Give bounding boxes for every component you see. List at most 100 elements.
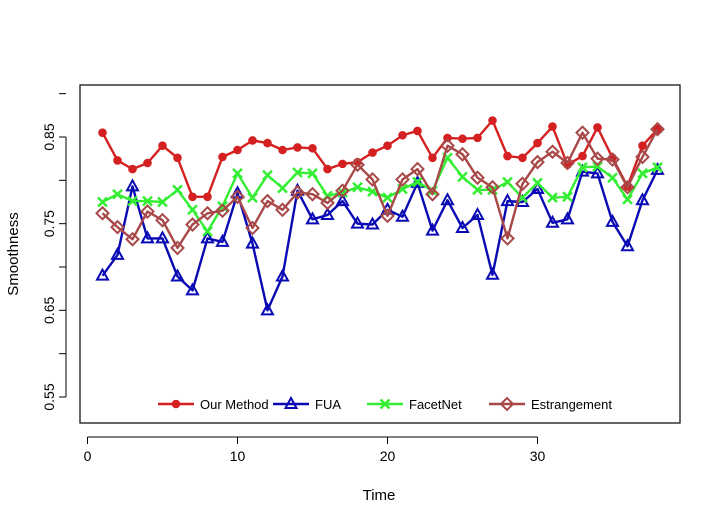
legend-item-estrangement: Estrangement xyxy=(489,396,612,412)
fua-point xyxy=(530,180,545,194)
estrangement-point xyxy=(290,185,305,200)
our-method-point xyxy=(98,128,107,137)
our-method-point xyxy=(458,134,467,144)
facetnet-point xyxy=(202,226,213,237)
our-method-point xyxy=(143,158,152,168)
fua-point xyxy=(395,208,410,222)
fua-point xyxy=(200,230,215,244)
our-method-point xyxy=(533,138,542,148)
fua-point xyxy=(605,213,620,227)
estrangement-point xyxy=(305,186,320,202)
our-method-point xyxy=(113,156,122,165)
our-method-point xyxy=(488,116,497,125)
fua-point xyxy=(260,302,275,316)
our-method-point xyxy=(293,143,302,152)
facetnet-point xyxy=(607,172,618,184)
legend-label: FUA xyxy=(315,397,341,412)
x-tick-label: 0 xyxy=(84,448,92,464)
our-method-point xyxy=(578,151,587,161)
estrangement-point xyxy=(440,138,455,154)
facetnet-point xyxy=(502,176,513,188)
y-tick-label: 0.65 xyxy=(41,296,57,323)
x-tick-label: 30 xyxy=(530,448,546,464)
estrangement-line xyxy=(101,128,659,250)
our-method-point xyxy=(473,133,482,143)
fua-point xyxy=(545,214,560,228)
facetnet-point xyxy=(337,187,348,198)
fua-point xyxy=(245,235,260,249)
our-method-point xyxy=(218,152,227,162)
facetnet-point xyxy=(232,168,243,179)
facetnet-point xyxy=(277,182,288,194)
estrangement-point xyxy=(245,220,260,236)
fua-point xyxy=(275,268,290,282)
y-tick-label: 0.75 xyxy=(41,210,57,237)
our-method-point xyxy=(503,151,512,161)
estrangement-point xyxy=(380,208,395,224)
our-method-point xyxy=(203,192,212,202)
legend: Our Method FUA FacetNet Estrangement xyxy=(158,395,612,412)
facetnet-point xyxy=(172,184,183,196)
estrangement-point xyxy=(530,154,545,170)
facetnet-point xyxy=(157,196,168,208)
our-method-point xyxy=(308,143,317,153)
facetnet-point xyxy=(457,171,468,183)
fua-point xyxy=(185,282,200,296)
our-method-point xyxy=(263,138,272,148)
plot-area-frame xyxy=(79,84,681,424)
estrangement-point xyxy=(545,144,560,160)
fua-point xyxy=(455,219,470,233)
fua-point xyxy=(95,267,110,281)
legend-marker xyxy=(283,395,299,409)
x-tick-label: 20 xyxy=(380,448,396,464)
our-method-point xyxy=(638,141,647,150)
estrangement-point xyxy=(365,172,380,187)
estrangement-point xyxy=(635,149,650,165)
series-layer xyxy=(95,116,665,316)
estrangement-point xyxy=(125,231,140,247)
facetnet-point xyxy=(577,161,588,173)
estrangement-point xyxy=(485,179,500,195)
fua-point xyxy=(425,222,440,236)
fua-point xyxy=(110,246,125,260)
axes: 0 10 20 30 0.55 0.65 0.75 0.85 xyxy=(41,93,546,464)
fua-point xyxy=(365,216,380,230)
estrangement-point xyxy=(395,172,410,187)
facetnet-point xyxy=(247,192,258,204)
our-method-point xyxy=(128,164,137,174)
our-method-point xyxy=(428,153,437,163)
fua-point xyxy=(470,206,485,220)
our-method-point xyxy=(188,192,197,202)
fua-point xyxy=(305,211,320,225)
facetnet-point xyxy=(622,194,633,205)
estrangement-point xyxy=(170,240,185,256)
our-method-point xyxy=(233,145,242,155)
estrangement-point xyxy=(650,121,665,137)
estrangement-point xyxy=(560,155,575,171)
fua-point xyxy=(155,230,170,244)
facetnet-point xyxy=(292,167,303,178)
facetnet-point xyxy=(412,176,423,188)
our-method-point xyxy=(248,136,257,145)
our-method-point xyxy=(338,159,347,169)
our-method-point xyxy=(593,123,602,132)
fua-point xyxy=(500,193,515,207)
fua-point xyxy=(320,206,335,220)
estrangement-point xyxy=(320,195,335,211)
estrangement-point xyxy=(350,157,365,173)
estrangement-point xyxy=(140,204,155,219)
fua-point xyxy=(215,233,230,247)
fua-point xyxy=(125,178,140,192)
estrangement-point xyxy=(470,170,485,186)
series-estrangement xyxy=(95,121,665,256)
legend-item-our-method: Our Method xyxy=(158,397,269,412)
estrangement-point xyxy=(620,179,635,195)
our-method-point xyxy=(158,141,167,150)
estrangement-point xyxy=(275,202,290,218)
facetnet-point xyxy=(532,177,543,189)
our-method-point xyxy=(173,153,182,163)
fua-point xyxy=(485,266,500,280)
estrangement-point xyxy=(605,152,620,167)
x-tick-label: 10 xyxy=(230,448,246,464)
